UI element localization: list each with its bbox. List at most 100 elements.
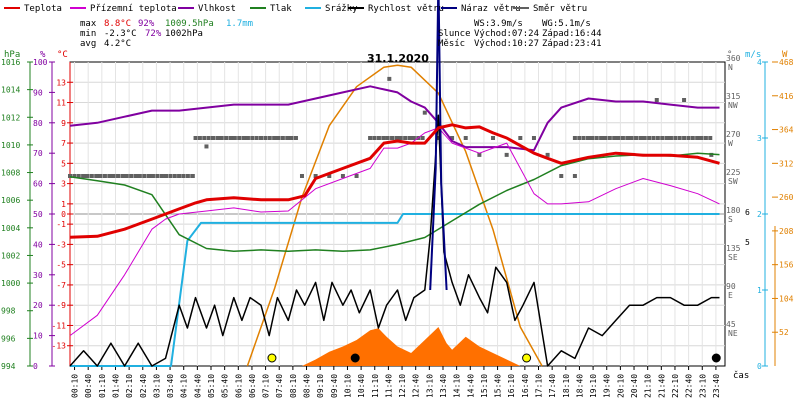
wind-direction-point xyxy=(668,136,673,140)
x-tick-label: 22:40 xyxy=(685,374,694,398)
x-tick-label: 15:40 xyxy=(494,374,503,398)
wind-direction-point xyxy=(185,174,190,178)
direction-label: SE xyxy=(728,253,738,262)
wind-direction-point xyxy=(122,174,127,178)
x-tick-label: 09:40 xyxy=(330,374,339,398)
x-tick-label: 04:10 xyxy=(180,374,189,398)
pressure-tick-label: 1008 xyxy=(1,169,20,178)
sun-rise: Východ:07:24 xyxy=(474,29,539,39)
legend-label: Teplota xyxy=(24,4,62,14)
wind-direction-point xyxy=(368,136,373,140)
wind-direction-point xyxy=(638,136,643,140)
wind-tick-label: 4 xyxy=(757,58,762,67)
humidity-tick-label: 50 xyxy=(33,210,43,219)
moon-set: Západ:23:41 xyxy=(542,39,602,49)
humidity-tick-label: 80 xyxy=(33,119,43,128)
wind-minor-label: 5 xyxy=(745,238,750,247)
wind-direction-point xyxy=(111,174,116,178)
solar-tick-label: 364 xyxy=(779,126,794,135)
direction-unit: ° xyxy=(727,50,732,60)
wind-direction-point xyxy=(594,136,599,140)
x-tick-label: 14:40 xyxy=(466,374,475,398)
wind-direction-point xyxy=(664,136,669,140)
wind-direction-point xyxy=(504,152,509,157)
sunrise-marker xyxy=(267,353,277,363)
wind-direction-point xyxy=(98,174,103,178)
stats-max-label: max xyxy=(80,19,97,29)
wind-direction-point xyxy=(585,136,590,140)
wind-direction-point xyxy=(703,136,708,140)
wind-direction-point xyxy=(686,136,691,140)
legend-label: Rychlost větru xyxy=(368,4,444,14)
direction-tick-label: 360 xyxy=(726,54,741,63)
stats-avg-label: avg xyxy=(80,39,96,49)
x-tick-label: 13:40 xyxy=(439,374,448,398)
pressure-line xyxy=(69,152,720,253)
x-tick-label: 17:40 xyxy=(548,374,557,398)
wind-direction-point xyxy=(690,136,695,140)
wind-direction-point xyxy=(168,174,173,178)
moon-rise: Východ:10:27 xyxy=(474,39,539,49)
x-tick-label: 11:40 xyxy=(384,374,393,398)
stats-min-temp: -2.3°C xyxy=(104,29,137,39)
wind-direction-point xyxy=(204,144,209,149)
wind-direction-point xyxy=(285,136,290,140)
wind-direction-point xyxy=(102,174,107,178)
humidity-tick-label: 40 xyxy=(33,240,43,249)
direction-label: S xyxy=(728,215,733,224)
direction-label: NE xyxy=(728,329,738,338)
wind-unit: m/s xyxy=(745,50,761,60)
stats-max-rain: 1.7mm xyxy=(226,19,253,29)
temperature-tick-label: 9 xyxy=(61,119,66,128)
temperature-line xyxy=(69,123,720,239)
temperature-tick-label: -7 xyxy=(56,281,66,290)
sunset-marker xyxy=(522,353,532,363)
wind-direction-point xyxy=(403,136,408,140)
temperature-tick-label: -11 xyxy=(52,321,67,330)
x-tick-label: 07:40 xyxy=(275,374,284,398)
temperature-tick-label: 11 xyxy=(56,99,66,108)
wind-direction-point xyxy=(129,174,134,178)
wind-direction-point xyxy=(89,174,94,178)
pressure-tick-label: 994 xyxy=(1,362,16,371)
wind-direction-point xyxy=(150,174,155,178)
wind-direction-point xyxy=(477,152,482,157)
wind-direction-point xyxy=(137,174,142,178)
wind-direction-point xyxy=(107,174,112,178)
wind-direction-point xyxy=(572,136,577,140)
wind-direction-point xyxy=(245,136,250,140)
x-tick-label: 13:10 xyxy=(425,374,434,398)
wind-direction-point xyxy=(612,136,617,140)
wind-direction-point xyxy=(211,136,216,140)
x-tick-label: 01:10 xyxy=(98,374,107,398)
x-tick-label: 20:40 xyxy=(630,374,639,398)
wind-direction-point xyxy=(155,174,160,178)
direction-label: E xyxy=(728,291,733,300)
x-tick-label: 05:10 xyxy=(207,374,216,398)
direction-tick-label: 180 xyxy=(726,206,741,215)
wind-tick-label: 3 xyxy=(757,134,762,143)
wind-direction-point xyxy=(572,174,577,178)
wind-direction-point xyxy=(695,136,700,140)
wind-direction-point xyxy=(254,136,259,140)
x-tick-label: 12:40 xyxy=(412,374,421,398)
humidity-tick-label: 70 xyxy=(33,149,43,158)
pressure-tick-label: 1002 xyxy=(1,251,20,260)
wind-direction-point xyxy=(385,136,390,140)
wind-direction-point xyxy=(215,136,220,140)
wind-direction-point xyxy=(164,174,169,178)
wind-direction-point xyxy=(72,174,77,178)
temperature-tick-label: -1 xyxy=(56,220,66,229)
x-tick-label: 02:10 xyxy=(125,374,134,398)
wind-direction-point xyxy=(682,136,687,140)
temperature-tick-label: 5 xyxy=(61,159,66,168)
temperature-tick-label: 1 xyxy=(61,200,66,209)
direction-tick-label: 270 xyxy=(726,130,741,139)
x-tick-label: 09:10 xyxy=(316,374,325,398)
pressure-tick-label: 1016 xyxy=(1,58,20,67)
x-tick-label: 21:10 xyxy=(644,374,653,398)
pressure-tick-label: 1010 xyxy=(1,141,20,150)
wind-direction-point xyxy=(228,136,233,140)
wind-wg: WG:5.1m/s xyxy=(542,19,591,29)
direction-tick-label: 315 xyxy=(726,92,741,101)
